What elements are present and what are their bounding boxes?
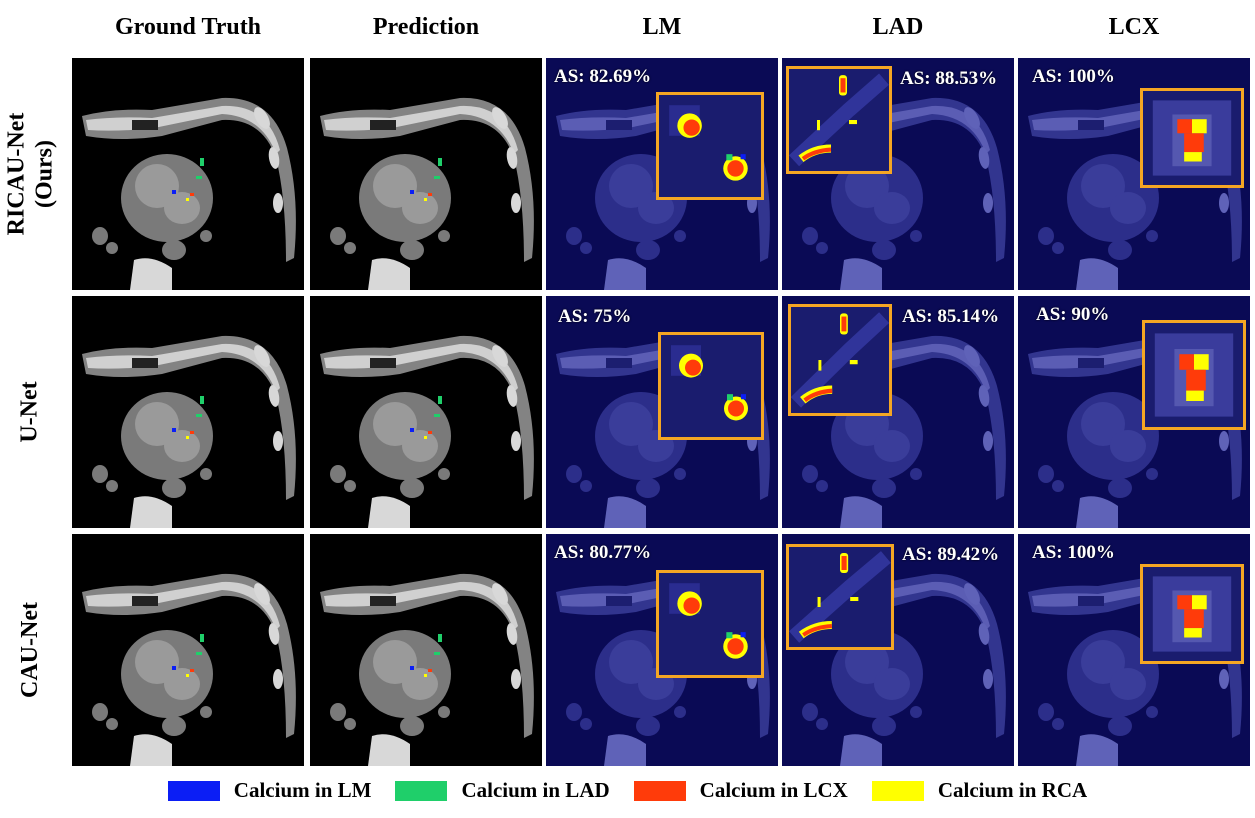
row-label-line2: (Ours) bbox=[31, 140, 58, 209]
attention-map-lcx: AS: 100% bbox=[1018, 58, 1250, 290]
row-label-line1: U-Net bbox=[17, 381, 43, 443]
zoom-inset bbox=[788, 304, 892, 416]
prediction-image bbox=[310, 58, 542, 290]
column-header-lad: LAD bbox=[872, 14, 924, 40]
attention-map-lm: AS: 75% bbox=[546, 296, 778, 528]
attention-map-lad: AS: 88.53% bbox=[782, 58, 1014, 290]
ground-truth-image bbox=[72, 534, 304, 766]
ground-truth-image bbox=[72, 296, 304, 528]
legend-item-lcx: Calcium in LCX bbox=[633, 778, 848, 803]
legend-swatch bbox=[871, 780, 924, 801]
legend-item-lad: Calcium in LAD bbox=[395, 778, 610, 803]
legend-label: Calcium in LCX bbox=[699, 778, 848, 802]
column-header-lcx: LCX bbox=[1108, 14, 1160, 40]
legend-item-lm: Calcium in LM bbox=[167, 778, 372, 803]
legend-swatch bbox=[395, 780, 448, 801]
column-header-prediction: Prediction bbox=[372, 14, 480, 40]
attention-score-label: AS: 82.69% bbox=[554, 66, 652, 87]
attention-score-label: AS: 80.77% bbox=[554, 542, 652, 563]
attention-score-label: AS: 90% bbox=[1036, 304, 1110, 325]
row-label-line1: CAU-Net bbox=[17, 602, 43, 698]
attention-map-lm: AS: 80.77% bbox=[546, 534, 778, 766]
zoom-inset bbox=[658, 332, 764, 440]
column-header-ground-truth: Ground Truth bbox=[114, 14, 262, 40]
attention-map-lcx: AS: 90% bbox=[1018, 296, 1250, 528]
legend-swatch bbox=[167, 780, 220, 801]
attention-score-label: AS: 85.14% bbox=[902, 306, 1000, 327]
row-label-ricau-net: RICAU-Net (Ours) bbox=[0, 58, 60, 290]
zoom-inset bbox=[1142, 320, 1246, 430]
legend-item-rca: Calcium in RCA bbox=[871, 778, 1088, 803]
ground-truth-image bbox=[72, 58, 304, 290]
zoom-inset bbox=[786, 544, 894, 650]
attention-score-label: AS: 75% bbox=[558, 306, 632, 327]
attention-score-label: AS: 89.42% bbox=[902, 544, 1000, 565]
row-label-u-net: U-Net bbox=[0, 296, 60, 528]
prediction-image bbox=[310, 296, 542, 528]
zoom-inset bbox=[1140, 88, 1244, 188]
zoom-inset bbox=[656, 92, 764, 200]
legend: Calcium in LM Calcium in LAD Calcium in … bbox=[0, 778, 1255, 803]
legend-label: Calcium in LAD bbox=[461, 778, 610, 802]
attention-map-lm: AS: 82.69% bbox=[546, 58, 778, 290]
row-label-line1: RICAU-Net bbox=[3, 112, 30, 236]
legend-label: Calcium in RCA bbox=[937, 778, 1088, 802]
attention-score-label: AS: 100% bbox=[1032, 542, 1115, 563]
attention-score-label: AS: 88.53% bbox=[900, 68, 998, 89]
row-label-cau-net: CAU-Net bbox=[0, 534, 60, 766]
prediction-image bbox=[310, 534, 542, 766]
zoom-inset bbox=[656, 570, 764, 678]
column-header-lm: LM bbox=[642, 14, 682, 40]
attention-map-lad: AS: 85.14% bbox=[782, 296, 1014, 528]
legend-swatch bbox=[633, 780, 686, 801]
zoom-inset bbox=[1140, 564, 1244, 664]
attention-map-lad: AS: 89.42% bbox=[782, 534, 1014, 766]
zoom-inset bbox=[786, 66, 892, 174]
legend-label: Calcium in LM bbox=[233, 778, 372, 802]
attention-map-lcx: AS: 100% bbox=[1018, 534, 1250, 766]
attention-score-label: AS: 100% bbox=[1032, 66, 1115, 87]
